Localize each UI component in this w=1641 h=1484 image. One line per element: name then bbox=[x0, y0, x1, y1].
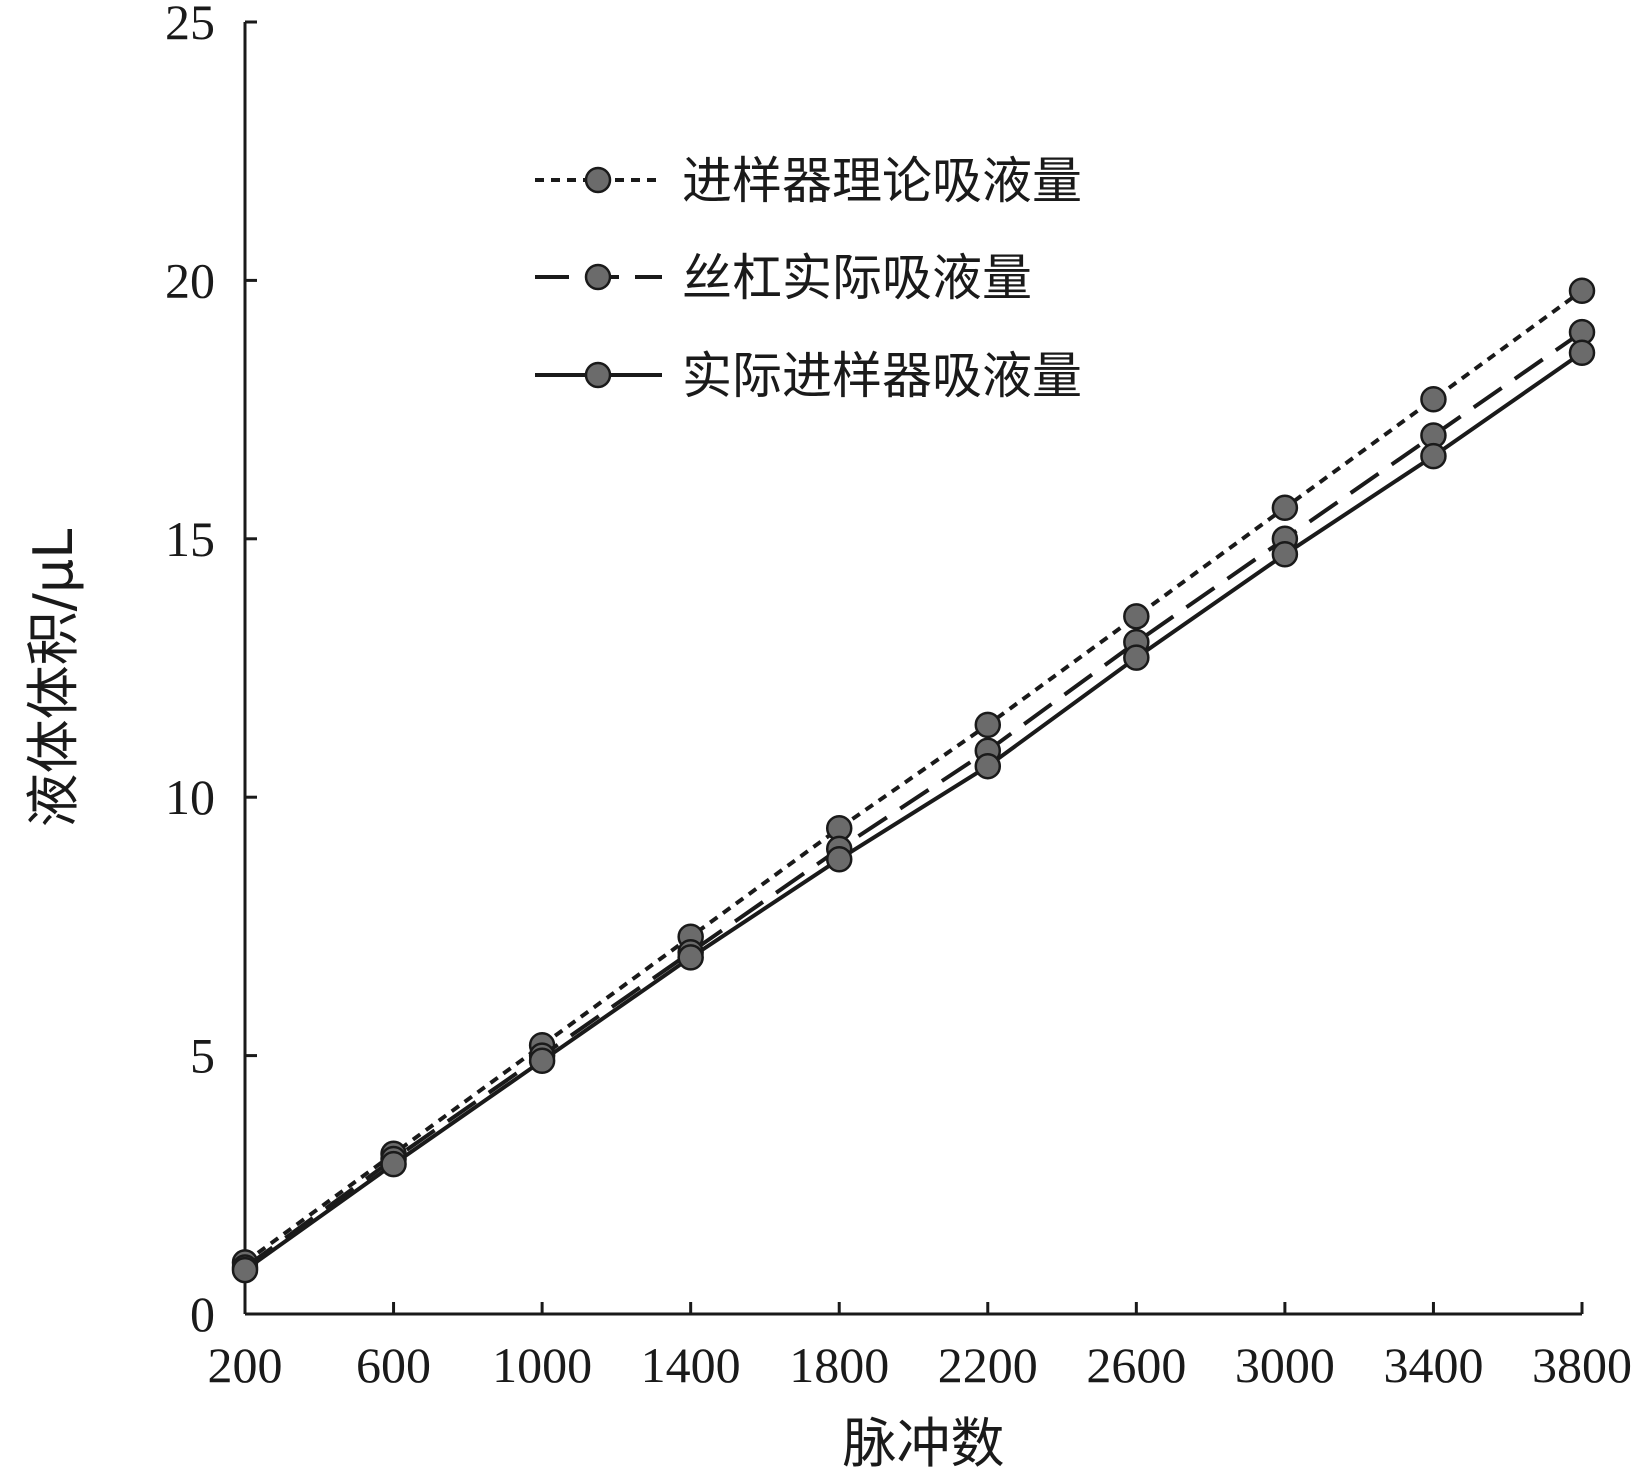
y-tick-label: 5 bbox=[190, 1028, 215, 1084]
data-point bbox=[1271, 494, 1299, 522]
legend-marker bbox=[584, 263, 612, 291]
data-point bbox=[380, 1150, 407, 1178]
x-axis-title: 脉冲数 bbox=[843, 1412, 1005, 1475]
data-point bbox=[1123, 644, 1150, 671]
legend-marker bbox=[584, 166, 612, 194]
x-tick-label: 2200 bbox=[938, 1337, 1038, 1393]
x-tick-label: 3400 bbox=[1383, 1337, 1483, 1393]
y-tick-label: 0 bbox=[190, 1286, 215, 1342]
data-point bbox=[1420, 386, 1447, 413]
series-3 bbox=[231, 339, 1596, 1284]
x-tick-label: 3800 bbox=[1532, 1337, 1632, 1393]
data-point bbox=[1420, 442, 1447, 470]
x-tick-label: 1000 bbox=[492, 1337, 592, 1393]
y-tick-label: 10 bbox=[165, 769, 215, 825]
data-point bbox=[974, 711, 1002, 739]
legend-label: 实际进样器吸液量 bbox=[682, 347, 1082, 405]
legend-label: 丝杠实际吸液量 bbox=[682, 249, 1032, 307]
x-tick-label: 600 bbox=[356, 1337, 431, 1393]
data-point bbox=[974, 752, 1002, 780]
legend-item-2: 丝杠实际吸液量 bbox=[535, 249, 1032, 307]
legend-label: 进样器理论吸液量 bbox=[682, 152, 1082, 210]
data-point bbox=[1568, 339, 1596, 367]
series-line bbox=[243, 330, 1584, 1270]
x-tick-label: 2600 bbox=[1086, 1337, 1186, 1393]
legend-marker bbox=[584, 361, 612, 389]
series-layer bbox=[231, 277, 1596, 1284]
data-point bbox=[825, 845, 853, 873]
y-tick-label: 15 bbox=[165, 511, 215, 567]
legend-item-3: 实际进样器吸液量 bbox=[535, 347, 1082, 405]
x-tick-label: 1400 bbox=[641, 1337, 741, 1393]
y-tick-label: 25 bbox=[165, 0, 215, 50]
data-point bbox=[1568, 277, 1596, 304]
x-tick-label: 200 bbox=[208, 1337, 283, 1393]
data-point bbox=[528, 1047, 556, 1075]
data-point bbox=[1123, 603, 1150, 630]
y-axis-title: 液体体积/μL bbox=[22, 529, 85, 828]
data-point bbox=[677, 944, 704, 971]
series-1 bbox=[231, 277, 1596, 1276]
data-point bbox=[231, 1256, 259, 1284]
axes: 0 5 10 15 20 25 200 600 1000 1400 1800 2200 2600 3000… bbox=[165, 0, 1632, 1393]
x-tick-label: 3000 bbox=[1235, 1337, 1335, 1393]
data-point bbox=[1271, 541, 1299, 568]
y-tick-label: 20 bbox=[165, 252, 215, 308]
series-line bbox=[243, 351, 1584, 1272]
series-line bbox=[243, 289, 1584, 1264]
x-tick-label: 1800 bbox=[789, 1337, 889, 1393]
legend-item-1: 进样器理论吸液量 bbox=[535, 152, 1082, 210]
